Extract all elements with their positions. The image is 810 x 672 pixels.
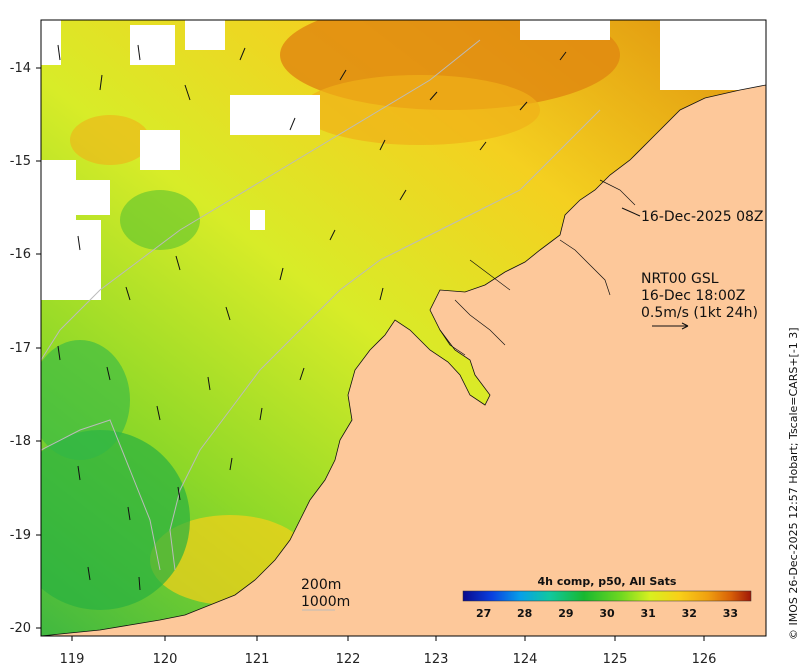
current-time-label: 16-Dec 18:00Z	[641, 288, 745, 304]
lon-tick-label: 126	[692, 652, 717, 667]
colorbar-tick-label: 33	[723, 607, 738, 620]
latitude-labels: -14 -15 -16 -17 -18 -19 -20	[10, 61, 31, 636]
coastline-detail	[439, 179, 636, 356]
colorbar-tick-label: 28	[517, 607, 532, 620]
lat-tick-label: -18	[10, 434, 31, 449]
colorbar-tick-label: 29	[558, 607, 573, 620]
colorbar-tick-label: 32	[682, 607, 697, 620]
date-pointer-line	[621, 207, 641, 217]
lon-tick-label: 121	[245, 652, 270, 667]
lon-tick-label: 120	[153, 652, 178, 667]
image-date-label: 16-Dec-2025 08Z	[641, 209, 764, 225]
longitude-labels: 119 120 121 122 123 124 125 126	[60, 652, 717, 667]
lat-tick-label: -16	[10, 247, 31, 262]
current-scale-label: 0.5m/s (1kt 24h)	[641, 305, 758, 321]
warm-patch	[70, 115, 150, 165]
colorbar: 4h comp, p50, All Sats 27 28 29 30 31 32…	[462, 575, 752, 620]
isobath-label-1000m: 1000m	[301, 594, 350, 610]
lat-tick-label: -19	[10, 528, 31, 543]
current-product-title: NRT00 GSL	[641, 271, 719, 287]
lon-tick-label: 119	[60, 652, 85, 667]
lat-tick-label: -14	[10, 61, 31, 76]
isobath-1000m	[41, 39, 481, 571]
scale-arrow	[652, 322, 689, 330]
colorbar-tick-label: 31	[640, 607, 655, 620]
cool-patch	[41, 340, 130, 460]
isobath-label-200m: 200m	[301, 577, 341, 593]
land-mass	[41, 84, 766, 636]
colorbar-bar	[462, 590, 752, 602]
lon-tick-label: 125	[603, 652, 628, 667]
isobath-200m	[169, 109, 601, 571]
lat-tick-label: -17	[10, 341, 31, 356]
lon-tick-label: 124	[513, 652, 538, 667]
colorbar-tick-label: 30	[599, 607, 615, 620]
colorbar-tick-label: 27	[476, 607, 491, 620]
current-vectors	[57, 44, 567, 591]
axis-ticks	[36, 67, 705, 641]
map-frame	[40, 19, 767, 637]
lon-tick-label: 123	[424, 652, 449, 667]
colorbar-ticks: 27 28 29 30 31 32 33	[476, 607, 738, 620]
cool-patch	[41, 430, 190, 610]
lat-tick-label: -20	[10, 621, 31, 636]
credit-label: © IMOS 26-Dec-2025 12:57 Hobart; Tscale=…	[787, 327, 800, 640]
lon-tick-label: 122	[336, 652, 361, 667]
cloud-gaps	[41, 20, 766, 300]
cool-patch	[120, 190, 200, 250]
map-area	[41, 20, 766, 636]
warm-patch	[300, 75, 540, 145]
lat-tick-label: -15	[10, 154, 31, 169]
colorbar-title: 4h comp, p50, All Sats	[538, 575, 677, 588]
